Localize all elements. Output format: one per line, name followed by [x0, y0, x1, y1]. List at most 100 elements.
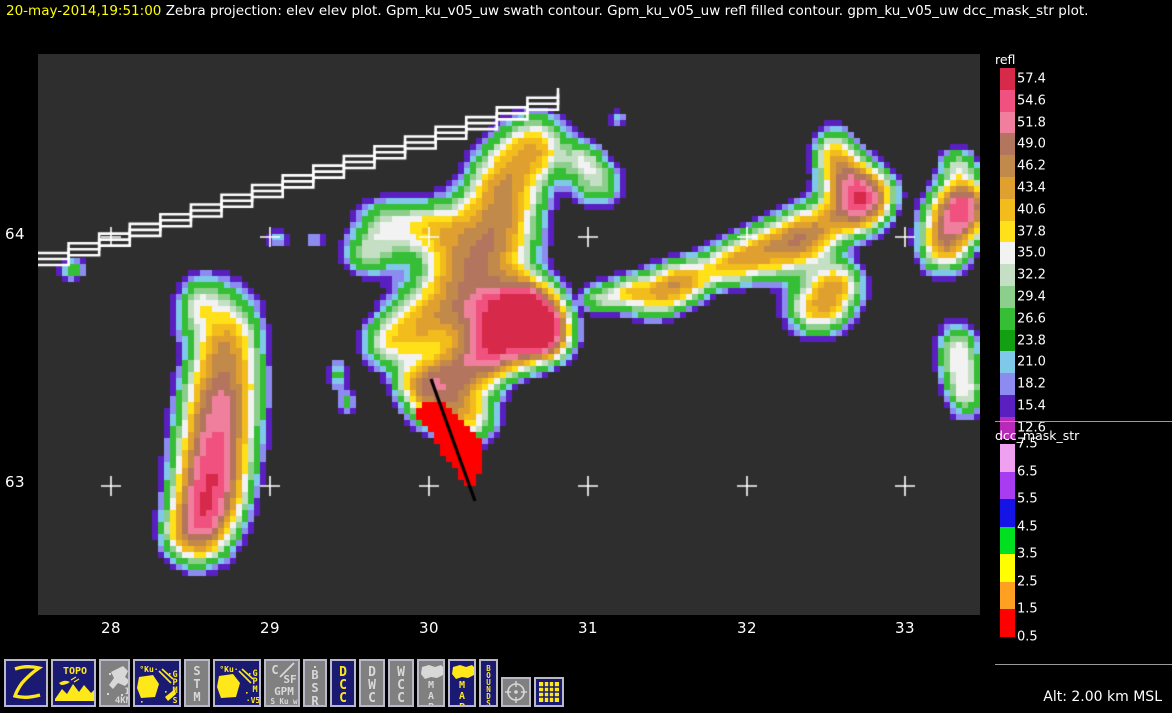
colorbar-tick-label: 7.5: [1017, 436, 1038, 452]
svg-text:D: D: [339, 665, 347, 680]
svg-text:D: D: [368, 665, 376, 680]
zebra-logo-button[interactable]: [4, 659, 48, 707]
colorbar-swatch: [1000, 373, 1015, 395]
svg-text:M: M: [428, 680, 434, 691]
x-tick-label: 32: [736, 619, 758, 637]
colorbar-tick-label: 23.8: [1017, 333, 1046, 348]
colorbar-title: refl: [995, 52, 1016, 67]
svg-text:W: W: [397, 665, 405, 680]
colorbar-tick-label: 6.5: [1017, 464, 1038, 479]
colorbar-tick-label: 5.5: [1017, 491, 1038, 507]
colorbar-tick-label: 37.8: [1017, 224, 1046, 239]
colorbar-swatch: [1000, 285, 1015, 308]
svg-text:S: S: [193, 664, 200, 678]
colorbar-tick-label: 35.0: [1017, 245, 1046, 261]
colorbar-swatch: [1000, 554, 1015, 582]
svg-text:C: C: [368, 691, 376, 705]
colorbar-tick-label: 18.2: [1017, 376, 1046, 392]
map-usa-yellow-icon: MAP: [450, 661, 474, 705]
svg-text:P: P: [459, 702, 465, 705]
svg-text:S: S: [173, 696, 178, 705]
colorbar-swatch: [1000, 111, 1015, 134]
colorbar-swatch: [1000, 198, 1015, 221]
x-tick-label: 33: [894, 619, 916, 637]
svg-text:S: S: [311, 681, 318, 695]
colorbar-tick-label: 29.4: [1017, 289, 1046, 305]
colorbar-tick-label: 51.8: [1017, 115, 1046, 130]
svg-text:T: T: [193, 677, 200, 691]
svg-text:P: P: [172, 678, 177, 688]
x-tick-label: 30: [418, 619, 440, 637]
colorbar-tick-label: 1.5: [1017, 601, 1038, 617]
svg-text:P: P: [428, 702, 434, 705]
altitude-status: Alt: 2.00 km MSL: [1043, 689, 1162, 705]
ku-gpm-v5-icon: °Ku· G P M ·V5: [215, 661, 259, 705]
svg-text:U: U: [486, 678, 491, 687]
colorbar-swatch: [1000, 329, 1015, 352]
svg-text:M: M: [459, 680, 465, 691]
colorbar-tick-label: 54.6: [1017, 93, 1046, 109]
svg-text:·V5: ·V5: [246, 696, 259, 705]
svg-text:B: B: [486, 664, 491, 673]
title-segment-2: Gpm_ku_v05_uw refl filled contour.: [607, 3, 844, 19]
colorbar-tick-label: 46.2: [1017, 158, 1046, 174]
colorbar-divider: [995, 421, 1172, 422]
colorbar-swatch: [1000, 176, 1015, 199]
radar-plot-area[interactable]: [38, 54, 980, 615]
map-yellow-button[interactable]: MAP: [448, 659, 476, 707]
colorbar-gradient: [1000, 444, 1015, 637]
svg-text:O: O: [486, 671, 491, 680]
topo-button[interactable]: TOPO: [51, 659, 96, 707]
colorbar-swatch: [1000, 220, 1015, 243]
y-tick-label: 64: [5, 225, 26, 243]
colorbar-tick-label: 15.4: [1017, 398, 1046, 414]
x-tick-label: 31: [577, 619, 599, 637]
colorbar-swatch: [1000, 264, 1015, 286]
colorbar-tick-label: 4.5: [1017, 519, 1038, 534]
map-usa-icon: MAP: [419, 661, 443, 705]
colorbar-swatch: [1000, 444, 1015, 472]
crosshair-target-icon: [503, 679, 529, 705]
svg-text:C: C: [397, 678, 405, 693]
csf-gpm-icon: C SF GPM S Ku w: [266, 661, 298, 705]
svg-text:C: C: [339, 691, 347, 705]
colorbar-swatch: [1000, 133, 1015, 156]
map-grey-button[interactable]: MAP: [417, 659, 445, 707]
page-title: 20-may-2014,19:51:00 Zebra projection: e…: [6, 2, 1166, 20]
colorbar-swatch: [1000, 499, 1015, 527]
ir-4km-button[interactable]: IR4KM: [99, 659, 130, 707]
colorbar-tick-label: 12.6: [1017, 420, 1046, 436]
svg-text:°Ku·: °Ku·: [139, 665, 158, 674]
grid-button[interactable]: [534, 677, 564, 707]
colorbar-tick-label: 21.0: [1017, 354, 1046, 370]
colorbar-swatch: [1000, 155, 1015, 177]
grid-table-icon: [536, 679, 562, 705]
colorbar-tick-label: 32.2: [1017, 267, 1046, 283]
colorbar-swatch: [1000, 307, 1015, 330]
title-timestamp: 20-may-2014,19:51:00: [6, 3, 162, 19]
colorbar-tick-label: 0.5: [1017, 629, 1038, 644]
ku-gpm-v5-button[interactable]: °Ku· G P M ·V5: [213, 659, 261, 707]
y-tick-label: 63: [5, 473, 26, 491]
c-sf-gpm-button[interactable]: C SF GPM S Ku w: [264, 659, 300, 707]
svg-text:TOPO: TOPO: [63, 666, 87, 677]
svg-text:R: R: [311, 694, 319, 705]
colorbar-swatch: [1000, 242, 1015, 265]
colorbar-tick-label: 49.0: [1017, 136, 1046, 152]
svg-text:°Ku·: °Ku·: [219, 665, 238, 674]
svg-text:G: G: [252, 669, 257, 679]
target-button[interactable]: [501, 677, 531, 707]
